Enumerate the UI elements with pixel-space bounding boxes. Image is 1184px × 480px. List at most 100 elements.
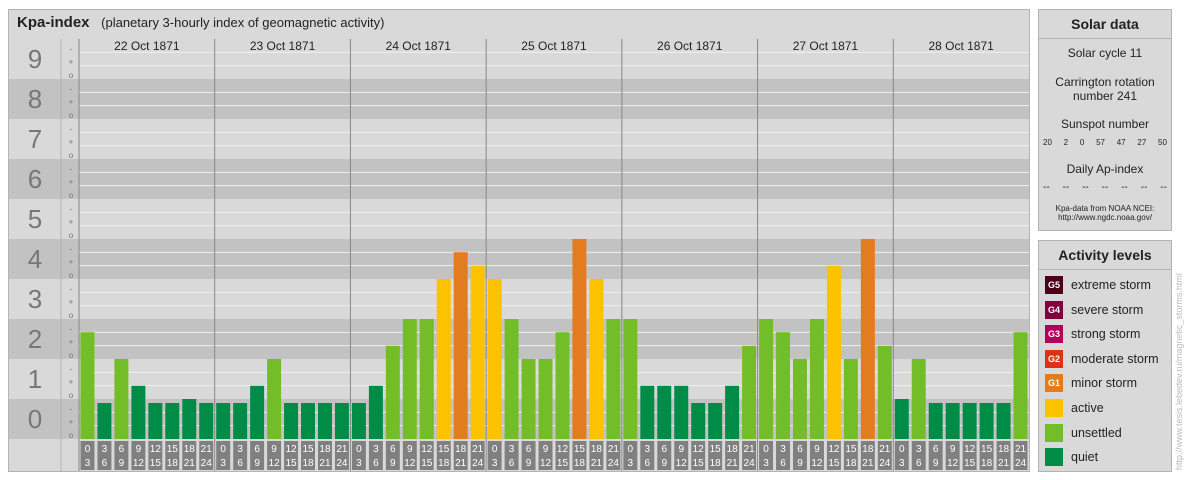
kp-bar bbox=[589, 279, 604, 439]
y-subtick-label: - bbox=[70, 44, 73, 53]
interval-box bbox=[538, 441, 553, 470]
interval-start: 12 bbox=[557, 444, 569, 455]
interval-box bbox=[928, 441, 943, 470]
interval-box bbox=[572, 441, 587, 470]
interval-end: 24 bbox=[879, 458, 891, 469]
interval-end: 15 bbox=[693, 458, 705, 469]
interval-start: 9 bbox=[407, 444, 413, 455]
kp-bar bbox=[250, 385, 265, 439]
activity-swatch: G1 bbox=[1045, 374, 1063, 393]
interval-end: 18 bbox=[167, 458, 179, 469]
sunspot-label: Sunspot number bbox=[1060, 117, 1150, 131]
interval-start: 0 bbox=[85, 444, 91, 455]
y-subtick-label: - bbox=[70, 84, 73, 93]
interval-end: 15 bbox=[557, 458, 569, 469]
interval-start: 3 bbox=[102, 444, 108, 455]
interval-box bbox=[148, 441, 163, 470]
interval-box bbox=[860, 441, 875, 470]
interval-box bbox=[453, 441, 468, 470]
interval-end: 21 bbox=[319, 458, 331, 469]
interval-end: 18 bbox=[438, 458, 450, 469]
kp-bar bbox=[368, 385, 383, 439]
y-subtick-label: o bbox=[69, 431, 74, 440]
interval-start: 3 bbox=[373, 444, 379, 455]
kp-bar bbox=[216, 403, 231, 439]
y-subtick-label: - bbox=[70, 364, 73, 373]
ap-value-0: -- bbox=[1043, 182, 1050, 193]
y-subtick-label: + bbox=[69, 378, 74, 387]
activity-level-moderate-storm: G2 moderate storm bbox=[1045, 349, 1159, 369]
interval-end: 21 bbox=[727, 458, 739, 469]
kp-bar bbox=[996, 403, 1011, 439]
y-subtick-label: - bbox=[70, 204, 73, 213]
sunspot-value-1: 2 bbox=[1063, 138, 1069, 147]
interval-box bbox=[521, 441, 536, 470]
y-subtick-label: - bbox=[70, 324, 73, 333]
interval-end: 6 bbox=[916, 458, 922, 469]
day-label: 22 Oct 1871 bbox=[114, 39, 180, 53]
y-subtick-label: + bbox=[69, 418, 74, 427]
interval-box bbox=[80, 441, 95, 470]
chart-title: Kpa-index (planetary 3-hourly index of g… bbox=[17, 14, 384, 31]
activity-label: strong storm bbox=[1071, 327, 1141, 342]
interval-end: 21 bbox=[862, 458, 874, 469]
kp-bar bbox=[487, 279, 502, 439]
interval-end: 6 bbox=[780, 458, 786, 469]
kp-bar bbox=[674, 385, 689, 439]
day-label: 24 Oct 1871 bbox=[386, 39, 452, 53]
interval-end: 9 bbox=[390, 458, 396, 469]
day-label: 26 Oct 1871 bbox=[657, 39, 723, 53]
interval-start: 15 bbox=[574, 444, 586, 455]
interval-box bbox=[233, 441, 248, 470]
y-tick-label: 7 bbox=[28, 124, 42, 154]
y-tick-label: 0 bbox=[28, 404, 42, 434]
interval-end: 21 bbox=[455, 458, 467, 469]
interval-end: 6 bbox=[237, 458, 243, 469]
interval-end: 12 bbox=[404, 458, 416, 469]
interval-end: 6 bbox=[373, 458, 379, 469]
interval-end: 24 bbox=[1015, 458, 1027, 469]
interval-end: 18 bbox=[845, 458, 857, 469]
source-link[interactable]: http://www.ngdc.noaa.gov/ bbox=[1058, 213, 1152, 222]
activity-level-strong-storm: G3 strong storm bbox=[1045, 324, 1140, 344]
y-subtick-label: + bbox=[69, 178, 74, 187]
interval-start: 12 bbox=[150, 444, 162, 455]
activity-label: active bbox=[1071, 401, 1104, 415]
y-subtick-label: o bbox=[69, 351, 74, 360]
solar-data-panel: Solar data Solar cycle 11 Carrington rot… bbox=[1038, 9, 1172, 231]
activity-label: minor storm bbox=[1071, 376, 1137, 391]
ap-value-3: -- bbox=[1101, 182, 1109, 193]
interval-start: 15 bbox=[167, 444, 179, 455]
interval-end: 24 bbox=[744, 458, 756, 469]
kp-bar bbox=[453, 252, 468, 439]
kp-bar bbox=[351, 403, 366, 439]
activity-level-unsettled: unsettled bbox=[1045, 423, 1122, 443]
y-subtick-label: - bbox=[70, 124, 73, 133]
interval-start: 18 bbox=[862, 444, 874, 455]
credit-url[interactable]: http://www.tesis.lebedev.ru/magnetic_sto… bbox=[1174, 273, 1184, 470]
sunspot-values: 20 2 0 57 47 27 50 bbox=[1039, 138, 1171, 147]
interval-box bbox=[809, 441, 824, 470]
interval-end: 3 bbox=[628, 458, 634, 469]
interval-end: 15 bbox=[150, 458, 162, 469]
interval-box bbox=[351, 441, 366, 470]
interval-end: 9 bbox=[119, 458, 125, 469]
interval-start: 0 bbox=[628, 444, 634, 455]
interval-box bbox=[708, 441, 723, 470]
interval-start: 9 bbox=[271, 444, 277, 455]
interval-end: 21 bbox=[998, 458, 1010, 469]
interval-start: 21 bbox=[608, 444, 620, 455]
interval-end: 3 bbox=[85, 458, 91, 469]
interval-box bbox=[793, 441, 807, 470]
y-subtick-label: - bbox=[70, 404, 73, 413]
interval-start: 3 bbox=[237, 444, 243, 455]
y-subtick-label: + bbox=[69, 58, 74, 67]
kp-bar bbox=[436, 279, 451, 439]
sunspot-value-0: 20 bbox=[1043, 138, 1052, 147]
interval-box bbox=[504, 441, 519, 470]
interval-start: 12 bbox=[693, 444, 705, 455]
interval-start: 0 bbox=[899, 444, 905, 455]
kp-bar bbox=[759, 319, 774, 439]
interval-start: 0 bbox=[220, 444, 226, 455]
kp-bar bbox=[877, 345, 892, 439]
